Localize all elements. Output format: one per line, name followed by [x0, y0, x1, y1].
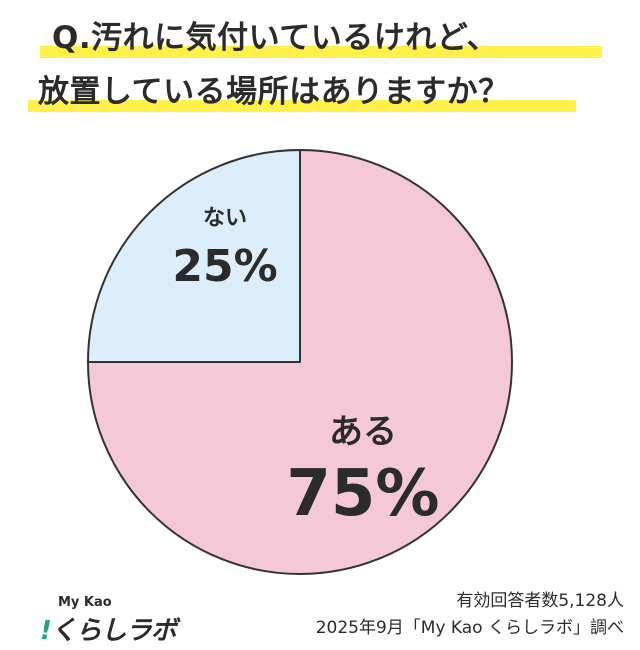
slice-label-0: ない: [203, 206, 247, 231]
source-respondents: 有効回答者数5,128人: [456, 591, 624, 611]
brand-top-label: My Kao: [58, 595, 112, 610]
source-survey: 2025年9月「My Kao くらしラボ」調べ: [315, 618, 624, 638]
source-note: 有効回答者数5,128人 2025年9月「My Kao くらしラボ」調べ: [316, 588, 624, 642]
pie-slice-1: [87, 149, 513, 575]
slice-value-1: 75%: [286, 457, 439, 531]
slice-label-1: ある: [329, 412, 397, 452]
title-highlight-1: [40, 46, 602, 58]
pie-slice-0: [87, 149, 301, 363]
slice-value-0: 25%: [172, 241, 277, 292]
brand-exclamation-icon: !: [40, 616, 52, 646]
brand-name: くらしラボ: [50, 616, 177, 646]
brand-main-label: !くらしラボ: [40, 610, 177, 647]
title-highlight-2: [28, 100, 576, 112]
question-title-line-1: Q.汚れに気付いているけれど、: [52, 20, 499, 56]
question-title-line-2: 放置している場所はありますか？: [38, 74, 510, 110]
brand-logo: My Kao !くらしラボ: [40, 595, 177, 647]
